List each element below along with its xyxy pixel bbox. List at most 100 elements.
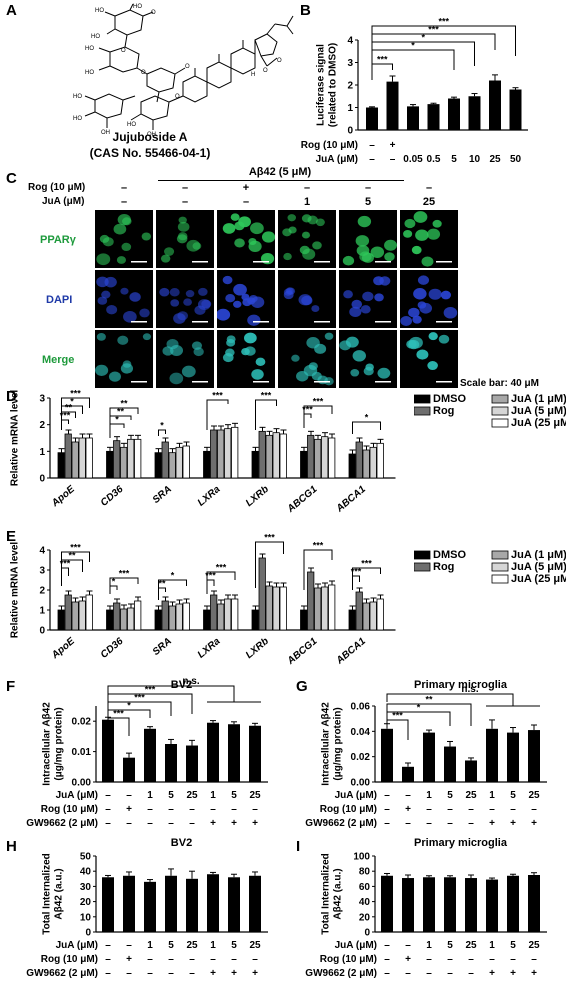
b-ytick-label: 3 [347,58,353,69]
undefined-sig-label: ** [158,579,166,589]
h-xrow-value: 5 [168,940,174,951]
undefined-sig-bracket [158,429,166,436]
g-xrow-label: JuA (μM) [335,790,377,801]
cell-nucleus [417,301,427,309]
b-sig-label: *** [377,55,388,65]
b-sig-label: *** [438,17,449,27]
undefined-sig-label: * [112,577,116,587]
undefined-bar [369,601,377,631]
undefined-sig-label: * [70,397,74,407]
chart-luciferase: 0 1 2 3 4 Luciferase signal (related to DMSO) *… [301,17,528,165]
i-ytick-label: 0 [364,928,370,939]
b-ytick-label: 0 [347,126,353,137]
i-ytick-label: 20 [359,912,371,923]
rog-condition: + [242,182,250,194]
undefined-bar [265,585,273,631]
g-xrow-value: 25 [465,790,477,801]
undefined-sig-label: *** [70,543,81,553]
cell-nucleus [97,296,108,305]
h-ylabel-line: Aβ42 (a.u.) [53,868,64,919]
undefined-sig-label: *** [216,563,227,573]
cell-nucleus [108,371,121,382]
f-ytick-label: 0.01 [72,747,92,758]
i-xrow-value: – [531,954,537,965]
b-sig-label: *** [428,25,439,35]
undefined-bar [127,438,135,479]
f-title: BV2 [171,679,192,691]
cell-nucleus [181,365,196,378]
compound-name: Jujuboside A [112,130,188,144]
rog-condition: – [425,182,433,194]
g-ytick-label: 0.02 [351,752,371,763]
undefined-sig-bracket [61,419,69,428]
f-xrow-value: 1 [210,790,216,801]
i-xrow-value: 1 [489,940,495,951]
f-xrow-label: GW9662 (2 μM) [26,818,98,829]
cell-nucleus [178,216,187,224]
cell-nucleus [311,305,320,312]
i-xrow-value: – [468,968,474,979]
cell-nucleus [403,230,413,238]
g-xrow-value: – [384,790,390,801]
b-bar [366,107,378,130]
b-ytick-label: 4 [347,36,353,47]
cell-nucleus [412,315,422,324]
undefined-bar [314,438,322,479]
undefined-sig-bracket [255,541,284,588]
g-bar [423,732,435,782]
undefined-ytick-label: 3 [39,394,45,405]
h-ytick-label: 0 [85,928,91,939]
cell-nucleus [170,344,184,356]
h-xrow-value: + [252,968,258,979]
micrograph [156,330,214,388]
h-xrow-value: – [105,968,111,979]
h-ytick-label: 20 [80,897,92,908]
cell-nucleus [413,211,428,223]
undefined-sig-bracket [352,421,381,434]
f-sig-label: *** [134,693,145,703]
f-bar [249,725,261,782]
panel-label-f: F [6,678,16,695]
undefined-sig-bracket [109,585,118,594]
f-sig-bracket [107,693,193,722]
g-sig-bracket [386,703,472,726]
i-xrow-value: – [426,954,432,965]
undefined-sig-bracket [303,549,333,590]
i-bar [423,877,435,932]
scale-bar [131,261,147,263]
scale-bar [375,381,391,383]
cell-nucleus [139,308,150,318]
undefined-sig-label: *** [60,559,71,569]
undefined-bar [307,571,315,631]
i-bar [402,878,414,932]
d-legend-label: DMSO [433,393,466,405]
undefined-category-label: LXRa [196,636,223,661]
i-xrow-value: 5 [510,940,516,951]
f-xrow-value: 5 [231,790,237,801]
b-xrow-value: 50 [510,154,522,165]
f-ytick-label: 0.00 [72,778,92,789]
f-xrow-value: – [231,804,237,815]
chart-intracellular-bv2: 0.00 0.01 0.02 Intracellular Aβ42 (μg/mg pro… [26,676,268,829]
undefined-bar [376,442,384,479]
undefined-sig-label: *** [361,559,372,569]
cell-nucleus [96,332,106,341]
cell-nucleus [411,245,422,255]
cell-nucleus [416,349,429,360]
undefined-bar [348,609,356,631]
row-label-dapi: DAPI [46,294,73,306]
i-xrow-value: 5 [447,940,453,951]
cell-nucleus [351,299,363,309]
micrograph [95,210,153,268]
h-xrow-value: 1 [147,940,153,951]
cell-nucleus [377,367,391,379]
svg-text:O: O [121,48,126,54]
undefined-bar [231,598,239,631]
h-xrow-value: – [168,954,174,965]
g-xrow-value: 5 [447,790,453,801]
i-xrow-value: – [384,968,390,979]
b-xrow-value: – [369,140,375,151]
scale-bar [253,381,269,383]
undefined-bar [328,584,336,631]
